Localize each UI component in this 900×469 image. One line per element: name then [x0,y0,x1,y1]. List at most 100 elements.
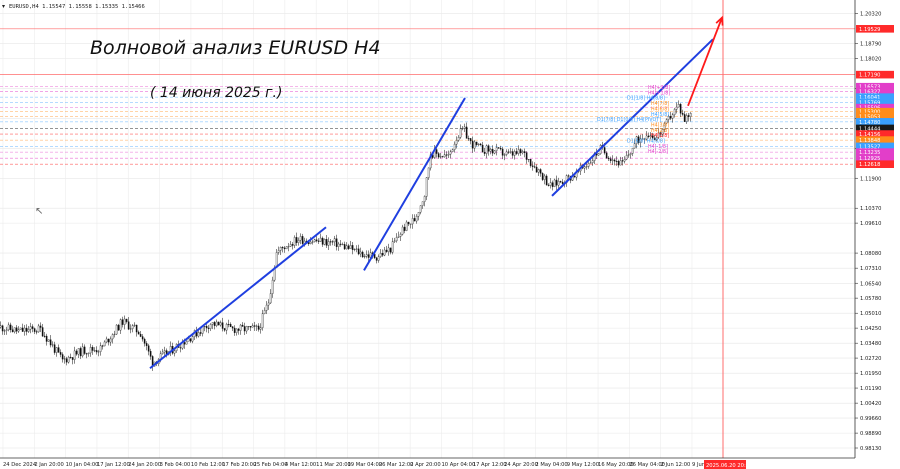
price-tick-label: 1.05010 [860,311,881,317]
candle-body [11,329,14,333]
candle-body [461,128,464,130]
candle-body [423,196,426,202]
candle-body [621,160,624,162]
pivot-label: H4[+1/8] [648,90,670,96]
candle-body [77,348,80,355]
candle-body [551,182,554,187]
candle-body [277,250,280,253]
candle-body [659,132,662,135]
candle-body [383,249,386,256]
candle-body [279,247,282,251]
candle-body [223,328,226,331]
time-tick-label: 2 Jan 20:00 [34,462,64,468]
candle-body [321,237,324,245]
candle-body [245,326,248,332]
price-tick-label: 1.03480 [860,341,881,347]
candle-body [205,325,208,329]
candle-body [27,329,30,332]
price-tag-label: 1.13527 [859,144,880,150]
time-tick-label: 24 Apr 20:00 [504,462,538,468]
candle-body [401,226,404,235]
candle-body [21,327,24,332]
candle-body [567,175,570,177]
candle-body [101,345,104,347]
candle-body [633,143,636,149]
candle-body [53,344,56,353]
price-tag [856,112,894,121]
candle-body [125,318,128,322]
price-tick-label: 0.98130 [860,446,881,452]
candle-body [485,145,488,154]
candle-body [189,338,192,342]
candle-body [521,151,524,154]
candle-body [133,324,136,326]
price-tag [856,70,894,79]
candle-body [295,237,298,243]
time-tick-label: 10 Feb 12:00 [191,462,225,468]
candle-body [203,325,206,327]
price-tag-label: 1.13235 [859,150,880,156]
price-tick-label: 1.11900 [860,176,881,182]
price-tag [856,154,894,162]
candle-body [543,175,546,180]
candle-body [111,334,114,340]
candle-body [453,143,456,150]
candle-body [51,344,54,346]
candle-body [45,335,48,342]
candle-body [1,325,4,332]
forecast-arrow [687,15,724,107]
candle-body [481,144,484,153]
candle-body [35,331,38,333]
pivot-label: H4[6/8] [651,106,669,112]
candle-body [607,157,610,160]
candle-body [651,135,654,139]
candle-body [219,322,222,326]
candle-body [353,248,356,250]
candle-body [347,245,350,249]
candle-body [349,245,352,249]
candle-body [397,236,400,238]
time-tick-label: 26 May 04:00 [629,462,665,468]
candle-body [33,328,36,332]
price-tag-label: 1.16573 [859,85,880,91]
candle-body [71,357,74,360]
price-tag [856,87,894,96]
candle-body [505,151,508,155]
candle-body [41,327,44,337]
chevron-down-icon[interactable]: ▾ [2,3,5,10]
candle-body [671,114,674,119]
candle-body [351,245,354,250]
candle-body [463,126,466,129]
cursor-date-tag [704,460,746,469]
candle-body [585,166,588,168]
candle-body [559,181,562,183]
candle-body [673,109,676,115]
candle-body [281,247,284,249]
candle-body [469,138,472,142]
candle-body [637,136,640,143]
candle-body [487,145,490,152]
candle-body [677,104,680,108]
candle-body [49,339,52,346]
price-tag-label: 1.12618 [859,162,880,168]
candle-body [573,175,576,178]
pivot-label: D1[7/8] D1[0/8] H4[PIVOT] [597,117,661,123]
forecast-arrow-line [687,17,723,107]
candle-body [517,149,520,154]
candle-body [301,236,304,244]
price-tag [856,107,894,116]
price-tag [856,136,894,144]
candle-body [451,149,454,152]
trend-line [551,38,714,197]
candle-body [413,218,416,222]
candle-body [501,148,504,156]
candle-body [317,240,320,242]
candle-body [147,345,150,352]
candle-body [641,138,644,140]
candle-body [547,184,550,186]
candle-body [529,159,532,166]
pivot-labels: H4[+2/8]H4[+1/8]D1[1/8] H4[8/8]H4[7/8]H4… [597,85,670,155]
candle-body [37,325,40,333]
candle-body [381,253,384,256]
